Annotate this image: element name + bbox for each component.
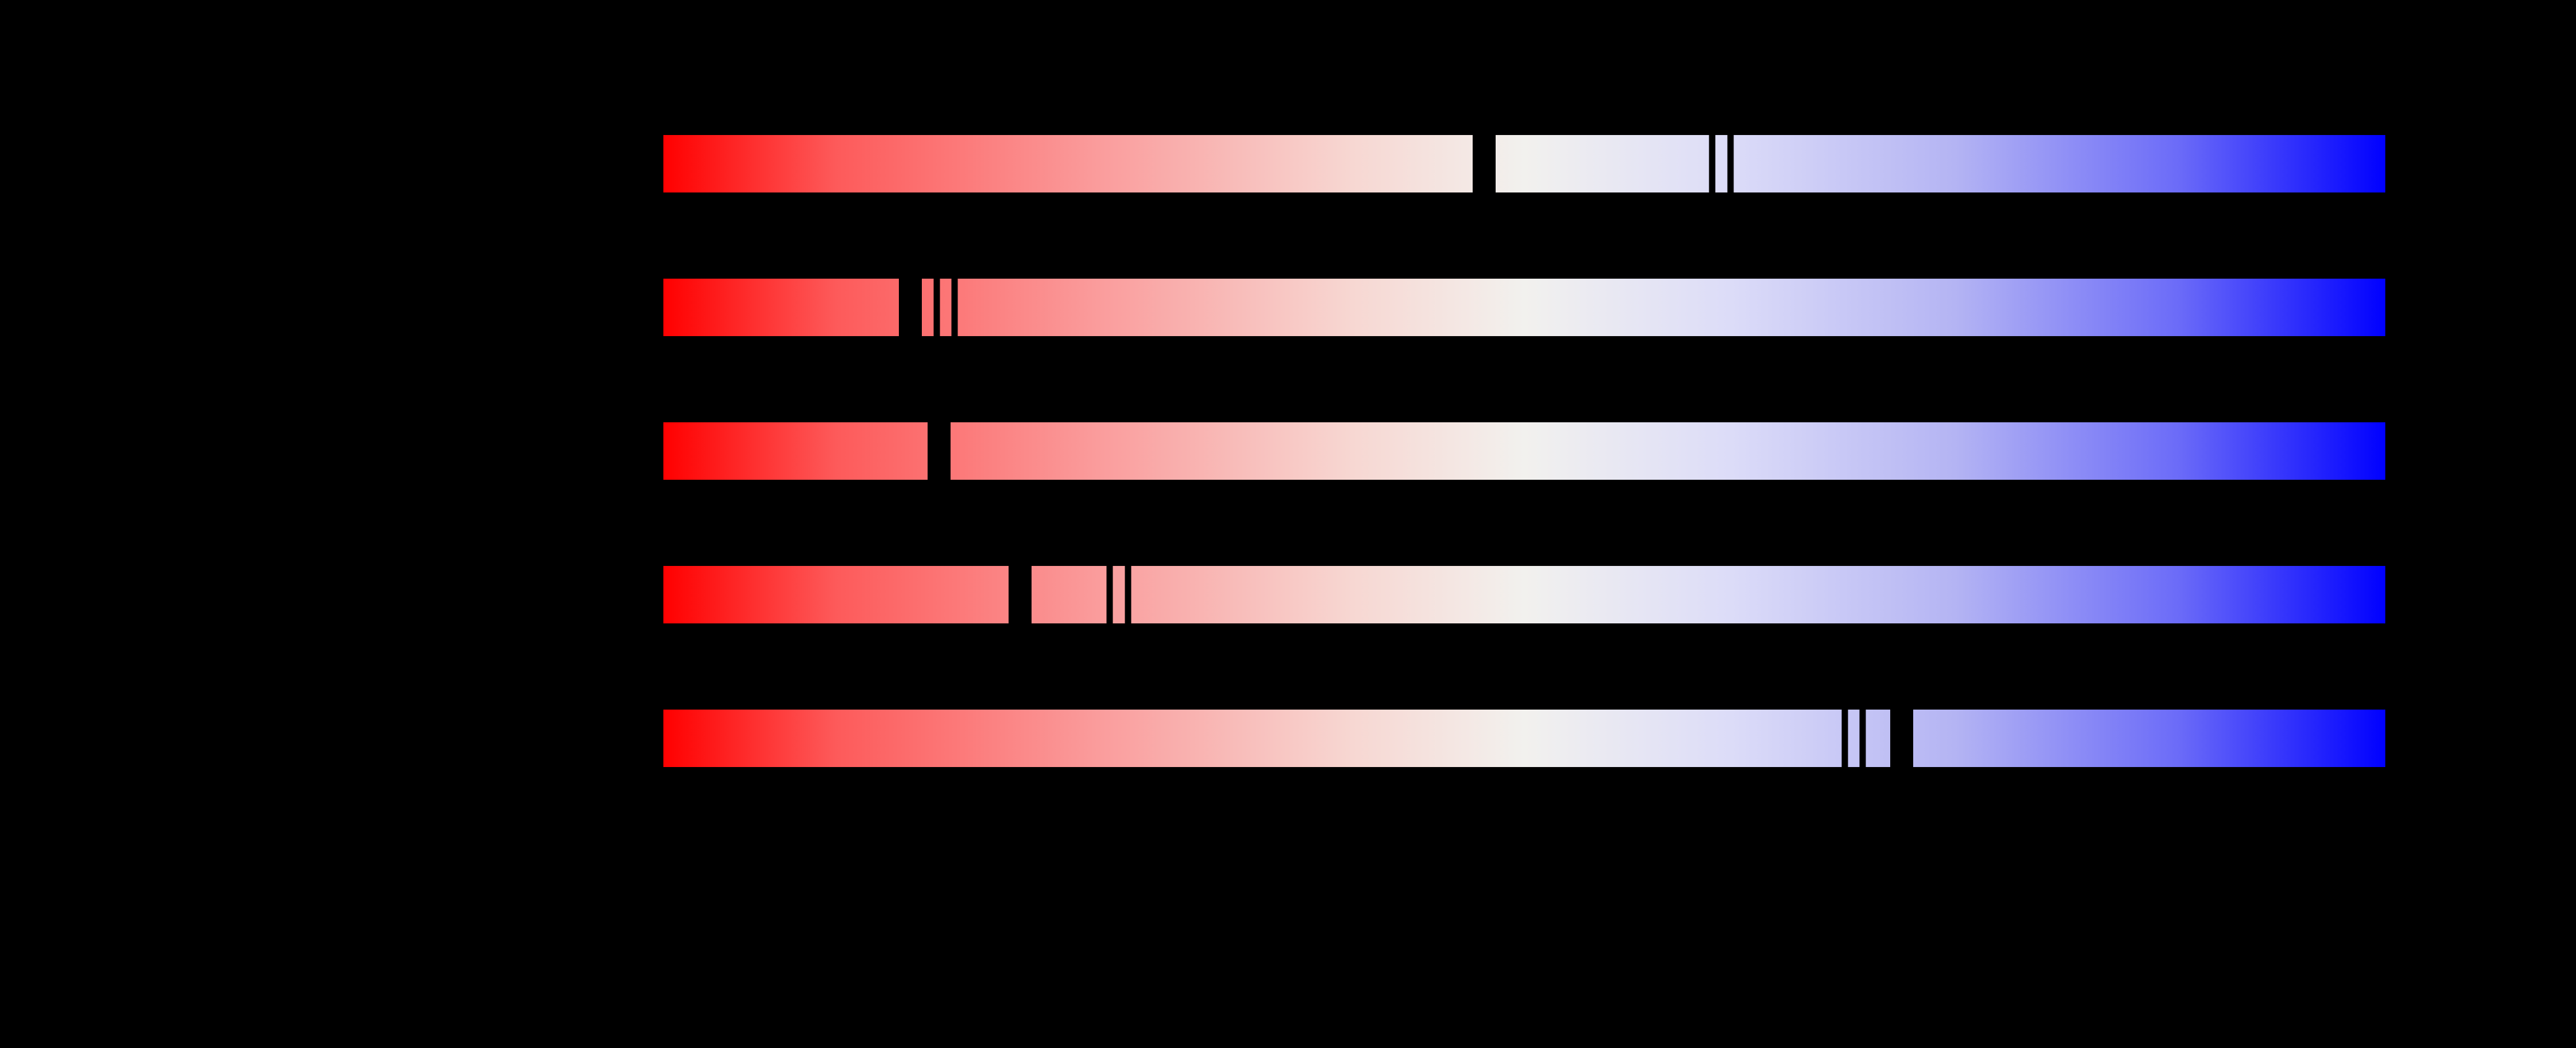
tick-marker-thick-bar5-3 bbox=[1890, 710, 1914, 767]
tick-marker-thick-bar4-1 bbox=[1008, 566, 1032, 623]
tick-marker-thin-bar4-3 bbox=[1125, 566, 1131, 623]
tick-marker-thin-bar5-2 bbox=[1859, 710, 1866, 767]
tick-marker-thick-bar3-1 bbox=[927, 422, 951, 480]
gradient-bar-row-4 bbox=[663, 566, 2385, 623]
tick-marker-thin-bar4-2 bbox=[1106, 566, 1113, 623]
tick-marker-thick-bar1-1 bbox=[1472, 135, 1496, 192]
tick-marker-thin-bar1-2 bbox=[1709, 135, 1716, 192]
gradient-bar-row-2 bbox=[663, 279, 2385, 336]
tick-marker-thin-bar1-3 bbox=[1727, 135, 1734, 192]
tick-marker-thin-bar2-3 bbox=[951, 279, 958, 336]
tick-marker-thin-bar2-2 bbox=[933, 279, 940, 336]
gradient-bar-row-5 bbox=[663, 710, 2385, 767]
tick-marker-thick-bar2-1 bbox=[898, 279, 922, 336]
tick-marker-thin-bar5-1 bbox=[1841, 710, 1848, 767]
gradient-bar-row-3 bbox=[663, 422, 2385, 480]
gradient-bar-row-1 bbox=[663, 135, 2385, 192]
